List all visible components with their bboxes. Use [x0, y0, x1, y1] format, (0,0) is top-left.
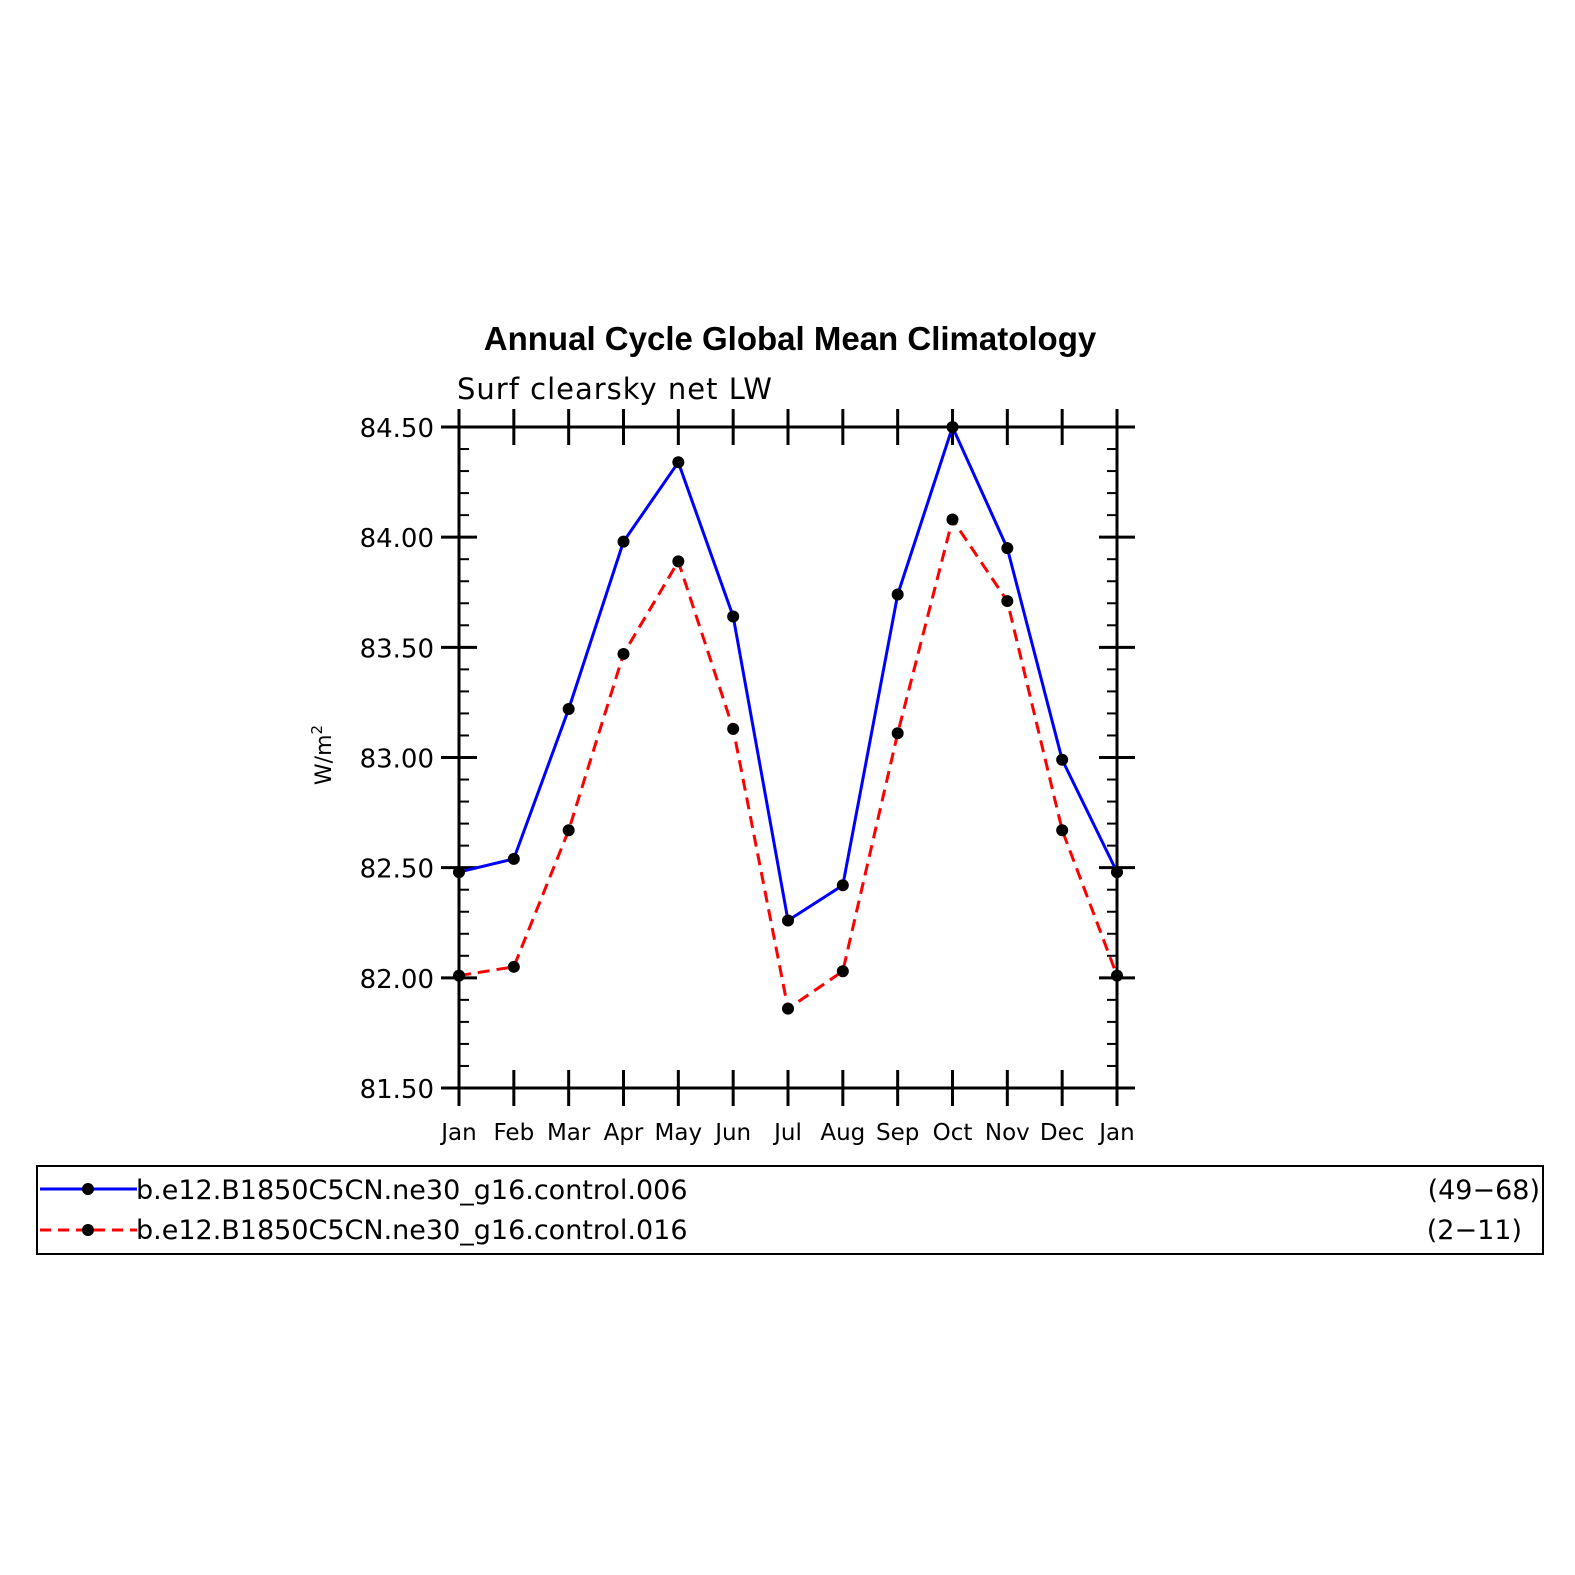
- data-point-series-2: [727, 722, 740, 735]
- data-point-series-2: [453, 969, 465, 982]
- x-tick-label: Feb: [493, 1120, 534, 1146]
- x-tick-label: Jan: [439, 1120, 476, 1146]
- y-axis-label-superscript: 2: [308, 725, 326, 735]
- data-point-series-1: [672, 456, 685, 469]
- legend-label-1: b.e12.B1850C5CN.ne30_g16.control.006: [136, 1175, 688, 1206]
- legend-marker-blue: [82, 1183, 94, 1195]
- y-tick-label: 84.00: [360, 524, 434, 554]
- data-point-series-1: [453, 866, 465, 879]
- axis-ticks: [441, 409, 1135, 1106]
- data-point-series-1: [891, 588, 904, 601]
- y-tick-label: 82.00: [360, 965, 434, 995]
- data-point-series-1: [1111, 866, 1123, 879]
- x-tick-label: Dec: [1040, 1120, 1085, 1146]
- data-point-series-2: [507, 960, 520, 973]
- series-line-1: [458, 425, 1119, 922]
- y-tick-labels: 81.50 82.00 82.50 83.00 83.50 84.00 84.50: [360, 414, 434, 1105]
- legend-years-2: (2−11): [1427, 1215, 1522, 1246]
- x-tick-label: Apr: [604, 1120, 644, 1146]
- data-point-series-2: [836, 965, 849, 978]
- y-axis-label: W/m2: [308, 725, 337, 785]
- data-point-series-1: [946, 421, 959, 433]
- data-point-series-2: [672, 555, 685, 568]
- data-point-series-1: [727, 610, 740, 623]
- x-tick-label: Jun: [713, 1120, 751, 1146]
- chart-subtitle: Surf clearsky net LW: [457, 372, 773, 406]
- x-tick-label: Aug: [820, 1120, 865, 1146]
- legend-years-1: (49−68): [1428, 1175, 1540, 1206]
- y-tick-label: 82.50: [360, 855, 434, 885]
- x-tick-label: Jul: [772, 1120, 802, 1146]
- data-point-series-1: [782, 914, 794, 927]
- y-tick-label: 83.50: [360, 634, 434, 664]
- series-markers: [453, 421, 1123, 1015]
- data-point-series-1: [562, 703, 575, 716]
- x-tick-label: Sep: [876, 1120, 919, 1146]
- legend: b.e12.B1850C5CN.ne30_g16.control.006 (49…: [36, 1165, 1544, 1255]
- x-tick-label: May: [655, 1120, 703, 1146]
- y-tick-label: 81.50: [360, 1075, 434, 1105]
- svg-text:W/m2: W/m2: [308, 725, 337, 785]
- data-point-series-2: [946, 513, 959, 526]
- data-point-series-2: [562, 824, 575, 837]
- x-tick-label: Jan: [1097, 1120, 1134, 1146]
- data-point-series-1: [836, 879, 849, 892]
- legend-marker-red: [82, 1224, 94, 1236]
- data-point-series-1: [1056, 753, 1069, 766]
- data-point-series-1: [1001, 542, 1014, 555]
- data-point-series-1: [507, 852, 520, 865]
- x-tick-label: Oct: [933, 1120, 973, 1146]
- x-tick-label: Nov: [985, 1120, 1030, 1146]
- data-point-series-2: [1001, 595, 1014, 608]
- y-tick-label: 83.00: [360, 745, 434, 775]
- data-point-series-2: [782, 1002, 794, 1015]
- x-tick-label: Mar: [547, 1120, 591, 1146]
- legend-label-2: b.e12.B1850C5CN.ne30_g16.control.016: [136, 1215, 688, 1246]
- data-point-series-2: [1111, 969, 1123, 982]
- plot-frame: [457, 425, 1119, 1090]
- y-axis-label-text: W/m: [312, 734, 337, 785]
- data-point-series-2: [1056, 824, 1069, 837]
- x-tick-labels: Jan Feb Mar Apr May Jun Jul Aug Sep Oct Nov Dec Jan: [439, 1120, 1134, 1146]
- data-point-series-2: [617, 647, 630, 660]
- chart-title: Annual Cycle Global Mean Climatology: [484, 320, 1097, 357]
- data-point-series-1: [617, 535, 630, 548]
- legend-box: [36, 1165, 1544, 1255]
- data-point-series-2: [891, 727, 904, 740]
- y-tick-label: 84.50: [360, 414, 434, 444]
